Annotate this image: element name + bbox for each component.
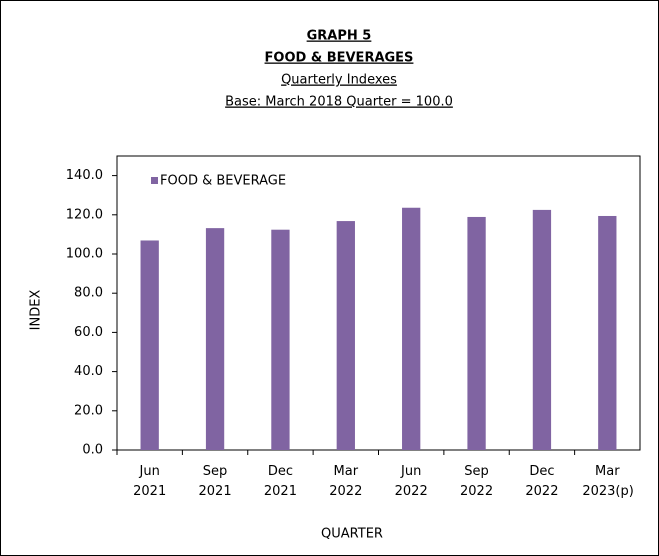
bar <box>402 207 421 450</box>
bar <box>598 215 617 450</box>
subtitle: Base: March 2018 Quarter = 100.0 <box>225 95 453 110</box>
bar <box>336 221 355 450</box>
bar <box>205 228 225 450</box>
bar <box>532 209 552 450</box>
y-tick-label: 40.0 <box>74 364 103 379</box>
subtitle: Quarterly Indexes <box>281 73 397 88</box>
y-tick-label: 60.0 <box>74 325 103 340</box>
x-tick-label: Jun 2022 <box>394 464 428 499</box>
y-tick-label: 120.0 <box>66 207 103 222</box>
x-tick-label: Mar 2022 <box>329 464 363 499</box>
x-tick-label: Sep 2021 <box>198 464 232 499</box>
x-tick-label: Mar 2023(p) <box>582 464 634 499</box>
x-tick-label: Dec 2021 <box>263 464 297 499</box>
subtitle: FOOD & BEVERAGES <box>265 51 414 66</box>
y-tick-label: 0.0 <box>82 443 103 458</box>
legend-label: FOOD & BEVERAGE <box>160 174 286 189</box>
x-tick-label: Dec 2022 <box>525 464 559 499</box>
legend-swatch <box>151 177 158 184</box>
y-tick-label: 20.0 <box>74 403 103 418</box>
x-axis-label: QUARTER <box>321 527 383 542</box>
y-tick-label: 100.0 <box>66 247 103 262</box>
bar <box>271 229 290 450</box>
x-tick-label: Sep 2022 <box>460 464 494 499</box>
y-axis-label: INDEX <box>29 290 44 331</box>
x-tick-label: Jun 2021 <box>133 464 167 499</box>
y-tick-label: 140.0 <box>66 168 103 183</box>
bar <box>140 240 159 450</box>
y-tick-label: 80.0 <box>74 286 103 301</box>
bar <box>467 216 486 450</box>
plot-area <box>116 155 641 451</box>
chart-title: GRAPH 5 <box>307 29 372 44</box>
